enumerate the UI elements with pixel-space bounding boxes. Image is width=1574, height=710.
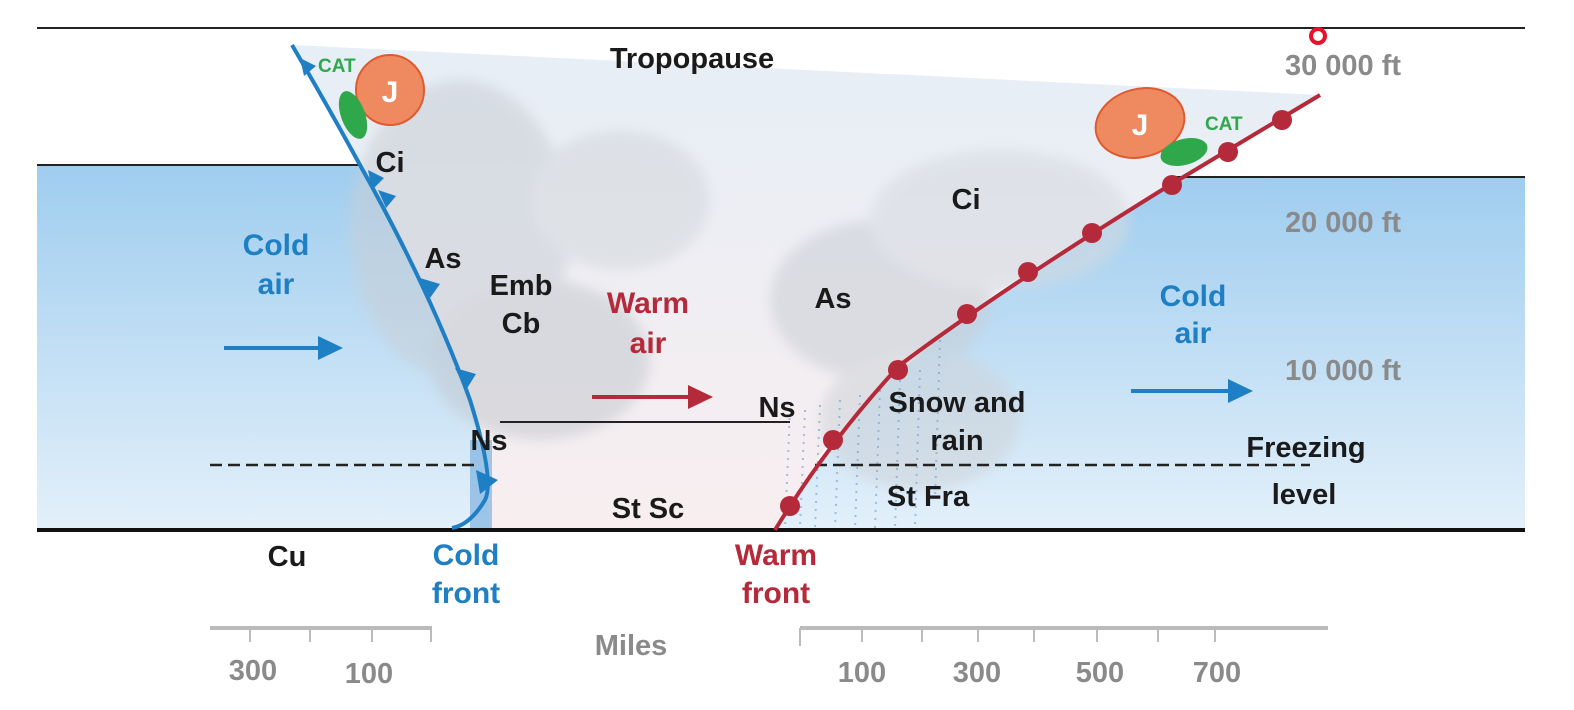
- scale-left-tick: 300: [229, 655, 277, 687]
- scale-right-tick: 300: [953, 657, 1001, 689]
- snow-rain-label-2: rain: [930, 425, 983, 457]
- freezing-level-label-2: level: [1272, 479, 1337, 511]
- jet-right-label: J: [1132, 109, 1149, 142]
- altitude-30000-label: 30 000 ft: [1285, 50, 1401, 82]
- distance-scale-left: [210, 626, 432, 642]
- cold-front-line: [290, 43, 490, 530]
- st-fra-label: St Fra: [887, 481, 970, 513]
- cold-air-right-label-2: air: [1175, 317, 1212, 350]
- cold-front-triangles: [300, 58, 498, 494]
- warm-air-arrow: [592, 385, 713, 409]
- cold-air-right-label: Cold: [1160, 280, 1227, 313]
- altitude-10000-label: 10 000 ft: [1285, 355, 1401, 387]
- ns-left-label: Ns: [470, 425, 507, 457]
- freezing-level-label: Freezing: [1246, 432, 1365, 464]
- emb-label: Emb: [490, 270, 553, 302]
- cat-left-label: CAT: [318, 56, 356, 77]
- jet-stream-left: [355, 54, 425, 126]
- distance-scale-right: [799, 626, 1328, 646]
- altitude-20000-label: 20 000 ft: [1285, 207, 1401, 239]
- cold-air-left-arrow: [224, 336, 343, 360]
- scale-right-tick: 100: [838, 657, 886, 689]
- snow-rain-label: Snow and: [889, 387, 1026, 419]
- cu-label: Cu: [268, 541, 307, 573]
- cursor-marker: [1309, 27, 1327, 45]
- cat-zone-left: [338, 91, 368, 139]
- ns-right-label: Ns: [758, 392, 795, 424]
- cold-air-right-arrow: [1131, 379, 1253, 403]
- st-sc-label: St Sc: [612, 493, 685, 525]
- jet-stream-right: [1094, 87, 1186, 159]
- scale-right-tick: 500: [1076, 657, 1124, 689]
- cold-air-left-label-2: air: [258, 268, 295, 301]
- ci-left-label: Ci: [376, 147, 405, 179]
- warm-front-semicircles: [780, 110, 1292, 516]
- warm-air-label: Warm: [607, 287, 689, 320]
- cat-right-label: CAT: [1205, 114, 1243, 135]
- scale-left-tick: 100: [345, 658, 393, 690]
- tropopause-label: Tropopause: [610, 43, 774, 75]
- as-right-label: As: [814, 283, 851, 315]
- cat-zone-right: [1160, 137, 1208, 167]
- ci-right-label: Ci: [952, 184, 981, 216]
- warm-air-label-2: air: [630, 327, 667, 360]
- jet-left-label: J: [382, 76, 399, 109]
- as-left-label: As: [424, 243, 461, 275]
- miles-label: Miles: [595, 630, 668, 662]
- scale-right-tick: 700: [1193, 657, 1241, 689]
- warm-front-label: Warm: [735, 539, 817, 572]
- cold-front-label: Cold: [433, 539, 500, 572]
- cold-air-left-label: Cold: [243, 229, 310, 262]
- warm-front-label-2: front: [742, 577, 810, 610]
- cold-front-label-2: front: [432, 577, 500, 610]
- cb-label: Cb: [502, 308, 541, 340]
- cloud-masses: [350, 80, 1130, 490]
